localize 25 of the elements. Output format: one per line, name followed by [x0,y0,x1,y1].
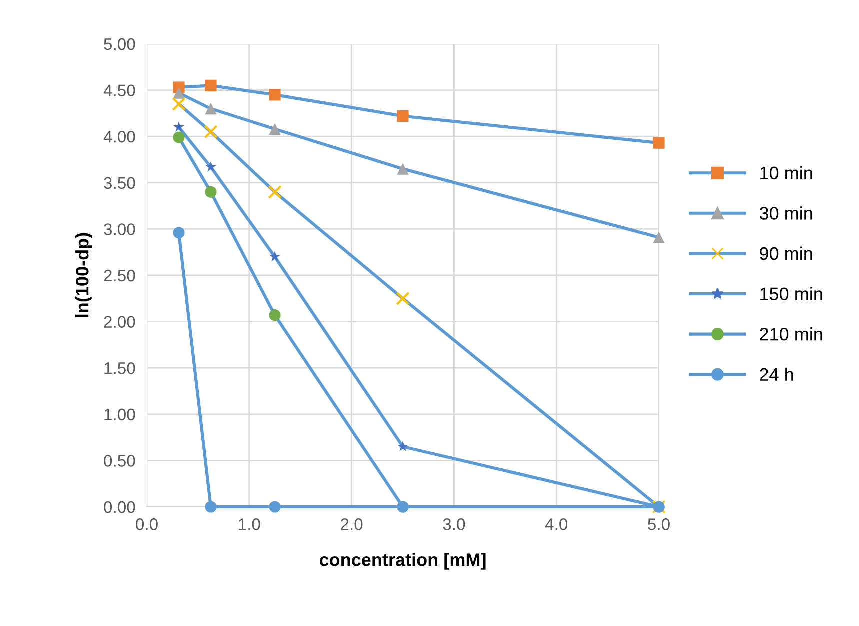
x-tick-label: 5.0 [648,518,670,530]
y-tick-label: 5.00 [104,38,136,50]
y-tick-label: 0.00 [104,501,136,514]
legend-label: 24 h [760,368,794,381]
y-tick-label: 1.50 [104,362,136,374]
legend-label: 210 min [760,328,822,341]
y-tick-label: 2.50 [104,270,136,282]
legend-label: 150 min [760,287,822,300]
x-tick-label: 4.0 [545,518,568,530]
y-tick-label: 3.00 [104,224,136,236]
y-tick-label: 4.50 [104,84,136,97]
legend-label: 30 min [760,206,812,220]
legend-label: 10 min [760,166,812,180]
x-tick-label: 3.0 [443,518,466,530]
x-axis-title: concentration [mM] [320,553,486,570]
x-tick-label: 2.0 [341,518,363,530]
x-tick-label: 0.0 [136,518,158,530]
legend-label: 90 min [760,246,812,260]
y-tick-label: 1.00 [104,408,136,421]
y-tick-label: 4.00 [104,131,136,143]
y-axis-title: ln(100-dp) [76,233,92,318]
y-tick-label: 2.00 [104,316,136,328]
y-tick-label: 3.50 [104,177,136,190]
x-tick-label: 1.0 [239,518,260,530]
y-tick-label: 0.50 [104,455,136,467]
